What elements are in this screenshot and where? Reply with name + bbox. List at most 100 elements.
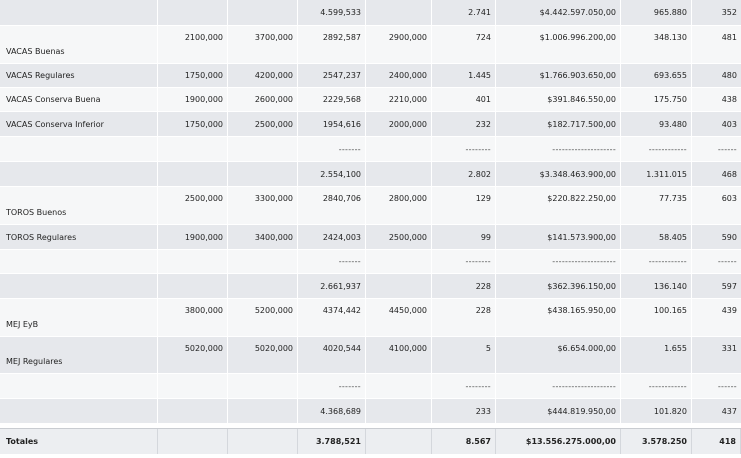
table-row: ------- -------- -------------------- --…: [0, 137, 741, 162]
cell-amount: $391.846.550,00: [496, 88, 621, 111]
cell-min: [158, 250, 228, 273]
cell-reference: 2210,000: [366, 88, 432, 111]
separator-dashes: --------: [432, 137, 496, 161]
row-label: [0, 250, 158, 273]
row-label: MEJ EyB: [0, 299, 158, 336]
cell-min: [158, 0, 228, 25]
table-row: MEJ EyB 3800,000 5200,000 4374,442 4450,…: [0, 299, 741, 337]
cell-max: 3300,000: [228, 187, 298, 224]
cell-head-count: 8.567: [432, 429, 496, 454]
cell-head-count: 2.802: [432, 162, 496, 186]
cell-amount: $182.717.500,00: [496, 112, 621, 136]
cell-min: 1750,000: [158, 112, 228, 136]
row-label: VACAS Conserva Inferior: [0, 112, 158, 136]
row-label: [0, 399, 158, 423]
cell-kilos: 175.750: [621, 88, 692, 111]
cell-kilos: 693.655: [621, 64, 692, 87]
cell-head-count: 232: [432, 112, 496, 136]
cell-kilos: 93.480: [621, 112, 692, 136]
cell-head-count: 1.445: [432, 64, 496, 87]
row-label: VACAS Conserva Buena: [0, 88, 158, 111]
cell-min: 3800,000: [158, 299, 228, 336]
cell-min: [158, 374, 228, 398]
cell-head-count: 129: [432, 187, 496, 224]
cell-kilos: 1.311.015: [621, 162, 692, 186]
cell-reference: 2400,000: [366, 64, 432, 87]
cell-average: 2840,706: [298, 187, 366, 224]
cell-max: 4200,000: [228, 64, 298, 87]
table-row: ------- -------- -------------------- --…: [0, 250, 741, 274]
cell-kilos: 965.880: [621, 0, 692, 25]
row-label: [0, 274, 158, 298]
cell-max: 2600,000: [228, 88, 298, 111]
cell-amount: $6.654.000,00: [496, 337, 621, 373]
cell-amount: $4.442.597.050,00: [496, 0, 621, 25]
row-label: VACAS Buenas: [0, 26, 158, 63]
table-row: VACAS Conserva Buena 1900,000 2600,000 2…: [0, 88, 741, 112]
totals-row: Totales 3.788,521 8.567 $13.556.275.000,…: [0, 428, 741, 455]
cell-kg-per-head: 480: [721, 71, 737, 80]
cell-average: 2424,003: [298, 225, 366, 249]
cell-kilos: 77.735: [621, 187, 692, 224]
row-label: VACAS Regulares: [0, 64, 158, 87]
subtotal-row: 2.554,100 2.802 $3.348.463.900,00 1.311.…: [0, 162, 741, 187]
cell-average: 4020,544: [298, 337, 366, 373]
cell-average: 2.661,937: [298, 274, 366, 298]
cell-average: 4374,442: [298, 299, 366, 336]
cell-amount: $220.822.250,00: [496, 187, 621, 224]
separator-dashes: ------: [717, 381, 737, 391]
cell-kilos: 136.140: [621, 274, 692, 298]
cell-head-count: 233: [432, 399, 496, 423]
cell-min: [158, 274, 228, 298]
subtotal-row: 4.368,689 233 $444.819.950,00 101.820 43…: [0, 399, 741, 424]
cell-kg-per-head: 597: [721, 281, 737, 291]
cell-min: [158, 399, 228, 423]
cell-reference: 2800,000: [366, 187, 432, 224]
separator-dashes: -------: [298, 137, 366, 161]
cell-kilos: 100.165: [621, 299, 692, 336]
cell-reference: 4450,000: [366, 299, 432, 336]
row-label: TOROS Regulares: [0, 225, 158, 249]
cell-min: 1900,000: [158, 225, 228, 249]
cell-kg-per-head: 468: [721, 169, 737, 179]
cell-min: 2500,000: [158, 187, 228, 224]
separator-dashes: ------------: [621, 250, 692, 273]
row-label: [0, 162, 158, 186]
cell-kg-per-head: 438: [721, 95, 737, 104]
cell-reference: 2500,000: [366, 225, 432, 249]
cell-max: 5020,000: [228, 337, 298, 373]
cell-head-count: 99: [432, 225, 496, 249]
cell-min: [158, 429, 228, 454]
separator-dashes: ------------: [621, 374, 692, 398]
separator-dashes: ------: [717, 257, 737, 266]
cell-reference: [366, 274, 432, 298]
cell-min: 1900,000: [158, 88, 228, 111]
cell-kg-per-head: 331: [721, 344, 737, 353]
cell-head-count: 724: [432, 26, 496, 63]
cell-kilos: 3.578.250: [621, 429, 692, 454]
cell-min: 5020,000: [158, 337, 228, 373]
cell-head-count: 5: [432, 337, 496, 373]
cell-amount: $1.006.996.200,00: [496, 26, 621, 63]
cell-min: 2100,000: [158, 26, 228, 63]
row-label: TOROS Buenos: [0, 187, 158, 224]
cell-max: [228, 137, 298, 161]
cell-average: 3.788,521: [298, 429, 366, 454]
row-label: MEJ Regulares: [0, 337, 158, 373]
totals-label: Totales: [0, 429, 158, 454]
table-row: 4.599,533 2.741 $4.442.597.050,00 965.88…: [0, 0, 741, 26]
cell-kg-per-head: 481: [721, 33, 737, 42]
cell-kg-per-head: 352: [721, 8, 737, 17]
cell-reference: 2900,000: [366, 26, 432, 63]
separator-dashes: --------: [432, 374, 496, 398]
separator-dashes: --------------------: [496, 374, 621, 398]
cell-head-count: 401: [432, 88, 496, 111]
cell-max: 5200,000: [228, 299, 298, 336]
table-row: TOROS Buenos 2500,000 3300,000 2840,706 …: [0, 187, 741, 225]
cell-max: [228, 399, 298, 423]
cell-average: 2547,237: [298, 64, 366, 87]
cell-amount: $362.396.150,00: [496, 274, 621, 298]
subtotal-row: 2.661,937 228 $362.396.150,00 136.140 59…: [0, 274, 741, 299]
separator-dashes: -------: [298, 250, 366, 273]
cell-reference: [366, 374, 432, 398]
